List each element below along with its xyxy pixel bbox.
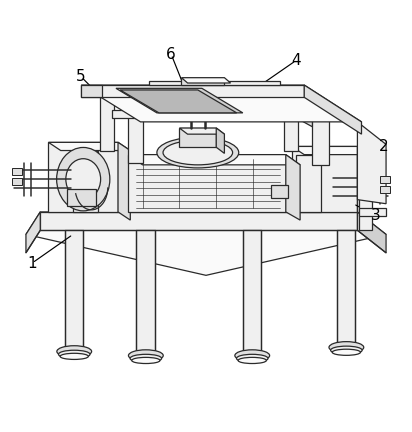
Ellipse shape (132, 357, 160, 363)
Text: 1: 1 (27, 256, 37, 270)
Polygon shape (380, 176, 390, 183)
Polygon shape (65, 230, 83, 347)
Polygon shape (73, 150, 98, 212)
Polygon shape (312, 114, 329, 165)
Polygon shape (243, 230, 261, 351)
Ellipse shape (130, 354, 162, 362)
Ellipse shape (66, 159, 101, 200)
Polygon shape (128, 155, 300, 165)
Polygon shape (128, 155, 286, 212)
Polygon shape (26, 212, 386, 275)
Ellipse shape (330, 346, 362, 354)
Polygon shape (116, 88, 243, 113)
Polygon shape (359, 208, 386, 216)
Polygon shape (216, 128, 225, 153)
Polygon shape (81, 85, 361, 122)
Polygon shape (358, 122, 386, 204)
Polygon shape (337, 230, 356, 343)
Polygon shape (149, 81, 280, 85)
Text: 5: 5 (76, 70, 86, 84)
Polygon shape (292, 146, 358, 212)
Text: 4: 4 (291, 53, 301, 68)
Polygon shape (181, 78, 225, 85)
Ellipse shape (329, 342, 364, 353)
Polygon shape (286, 155, 300, 220)
Ellipse shape (60, 353, 88, 359)
Text: 3: 3 (371, 209, 381, 223)
Polygon shape (380, 186, 390, 194)
Polygon shape (358, 212, 386, 253)
Polygon shape (128, 110, 143, 163)
Polygon shape (40, 212, 358, 230)
Ellipse shape (57, 346, 91, 357)
Polygon shape (12, 168, 22, 175)
Polygon shape (292, 146, 370, 155)
Ellipse shape (163, 140, 233, 165)
Ellipse shape (59, 350, 90, 359)
Polygon shape (136, 230, 155, 351)
Polygon shape (304, 85, 361, 134)
Polygon shape (12, 178, 22, 185)
Polygon shape (112, 110, 296, 118)
Ellipse shape (236, 354, 268, 362)
Polygon shape (296, 110, 312, 127)
Ellipse shape (332, 349, 360, 356)
Polygon shape (26, 212, 40, 253)
Polygon shape (181, 78, 231, 83)
Text: 6: 6 (166, 47, 176, 62)
Text: 2: 2 (379, 139, 389, 154)
Ellipse shape (129, 350, 163, 361)
Ellipse shape (235, 350, 269, 361)
Polygon shape (359, 197, 372, 230)
Polygon shape (179, 128, 225, 134)
Polygon shape (284, 97, 298, 150)
Polygon shape (272, 185, 288, 197)
Polygon shape (296, 155, 321, 212)
Ellipse shape (56, 147, 110, 211)
Polygon shape (100, 97, 114, 150)
Polygon shape (179, 128, 216, 147)
Polygon shape (120, 90, 236, 113)
Ellipse shape (157, 137, 239, 168)
Polygon shape (81, 85, 304, 97)
Polygon shape (49, 142, 130, 150)
Polygon shape (49, 142, 118, 212)
Polygon shape (358, 146, 370, 220)
Polygon shape (118, 142, 130, 220)
Polygon shape (67, 189, 96, 206)
Polygon shape (81, 85, 102, 97)
Ellipse shape (238, 357, 267, 363)
